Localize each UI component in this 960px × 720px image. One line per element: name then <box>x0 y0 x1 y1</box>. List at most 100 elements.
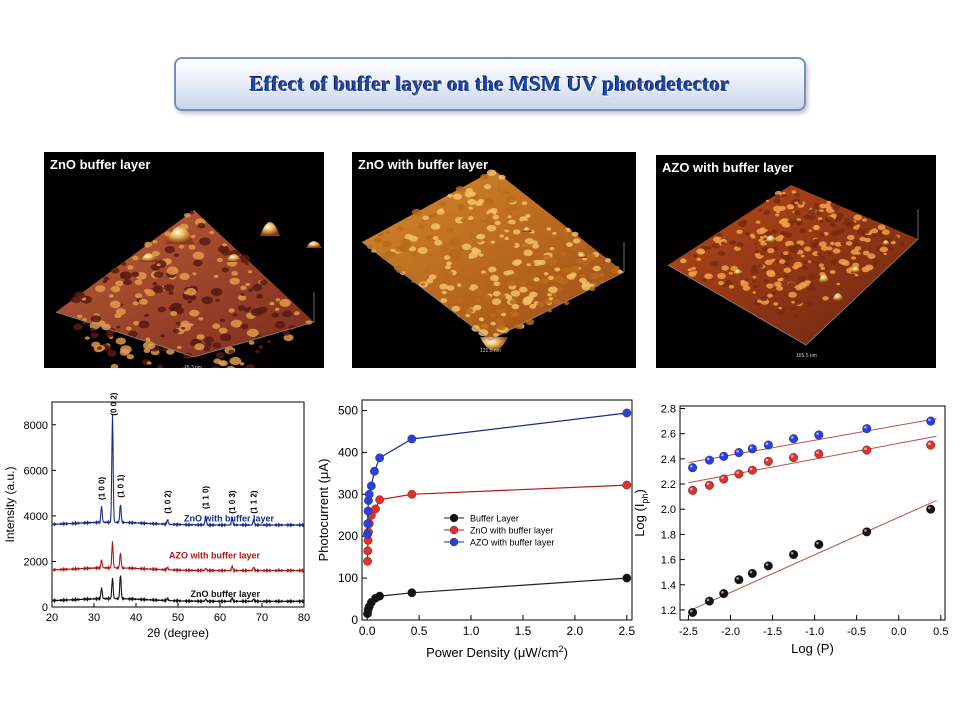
peak-label: (1 1 2) <box>250 490 259 513</box>
afm-peak <box>306 241 322 248</box>
data-point <box>719 474 729 484</box>
data-point <box>364 489 374 499</box>
x-axis-label: Power Density (μW/cm2) <box>426 644 568 660</box>
afm-peak <box>818 274 830 283</box>
x-tick-label: 20 <box>46 612 58 624</box>
data-point <box>704 480 714 490</box>
afm-scale-label: 155.5 nm <box>796 353 817 359</box>
data-point <box>747 465 757 475</box>
data-point <box>363 529 372 539</box>
photocurrent-chart: 0.0 0.5 1.0 1.5 2.0 2.5 0 100 200 300 400 500 Power … <box>316 392 646 672</box>
y-tick-label: 2.6 <box>661 429 676 441</box>
data-point <box>789 550 799 560</box>
data-point <box>622 573 632 583</box>
afm-peak <box>832 293 844 301</box>
afm-surface-plot: 15.3 nm <box>55 210 322 368</box>
x-tick-label: 70 <box>256 612 268 624</box>
y-tick-label: 0 <box>351 613 358 627</box>
y-tick-label: 1.8 <box>661 529 676 541</box>
peak-label: (1 0 0) <box>98 476 107 499</box>
y-tick-label: 1.4 <box>661 580 676 592</box>
data-point-highlight <box>736 577 739 580</box>
y-tick-label: 500 <box>338 403 358 417</box>
data-point <box>719 451 729 461</box>
y-tick-label: 400 <box>338 445 358 459</box>
xrd-chart: 20 30 40 50 60 70 80 0 2000 4000 6000 8000 2θ (degre… <box>0 392 320 642</box>
y-tick-label: 2.4 <box>661 454 676 466</box>
data-point <box>926 440 936 450</box>
data-point <box>363 519 373 529</box>
log-log-chart: -2.5 -2.0 -1.5 -1.0 -0.5 0.0 0.5 1.2 1.4 1.6 1.8 2.… <box>630 392 955 672</box>
data-point-highlight <box>816 432 819 435</box>
afm-peak <box>882 240 890 245</box>
afm-image-zno-with-buffer: 131.5 nm ZnO with buffer layer <box>352 152 636 368</box>
afm-peak <box>522 227 532 232</box>
data-point <box>375 495 385 505</box>
data-point <box>704 455 714 465</box>
data-point <box>862 527 872 537</box>
x-tick-label: 0.5 <box>933 626 948 638</box>
data-point-highlight <box>790 436 794 439</box>
series-line <box>366 577 627 614</box>
data-point-highlight <box>928 506 931 510</box>
data-point-highlight <box>749 446 753 449</box>
y-tick-label: 1.2 <box>661 605 676 617</box>
y-tick-label: 2.8 <box>661 404 676 416</box>
x-tick-label: 0.0 <box>359 624 376 638</box>
afm-peak <box>734 269 742 275</box>
data-point <box>734 575 744 585</box>
afm-peak <box>765 235 777 243</box>
data-point <box>363 506 373 516</box>
data-point <box>719 589 729 599</box>
data-point-highlight <box>706 457 710 461</box>
y-tick-label: 200 <box>338 529 358 543</box>
data-point-highlight <box>706 482 710 486</box>
data-point-highlight <box>749 570 753 574</box>
xrd-chart-svg: 20 30 40 50 60 70 80 0 2000 4000 6000 8000 2θ (degre… <box>3 392 310 640</box>
xrd-series-label: AZO with buffer layer <box>169 550 261 560</box>
data-point <box>763 440 773 450</box>
afm-peak <box>226 254 242 262</box>
afm-image-azo-with-buffer: 155.5 nm AZO with buffer layer <box>656 155 936 368</box>
data-point-highlight <box>721 453 724 457</box>
data-point <box>926 504 936 514</box>
afm-peak <box>260 222 280 236</box>
data-point <box>688 485 698 495</box>
x-tick-label: 2.0 <box>567 624 584 638</box>
afm-peak <box>166 226 194 244</box>
x-tick-label: -2.5 <box>679 626 698 638</box>
xrd-series-label: ZnO buffer layer <box>190 589 260 599</box>
x-axis-label: 2θ (degree) <box>147 626 209 640</box>
peak-label: (1 1 0) <box>202 486 211 509</box>
slide-title-box: Effect of buffer layer on the MSM UV pho… <box>174 57 806 111</box>
afm-surface-plot: 155.5 nm <box>667 185 919 359</box>
plot-frame <box>679 405 946 621</box>
data-point <box>375 453 385 463</box>
data-point <box>747 568 757 578</box>
data-point <box>814 539 824 549</box>
slide-title: Effect of buffer layer on the MSM UV pho… <box>249 71 731 96</box>
afm-peak <box>851 266 861 273</box>
peak-label: (1 0 3) <box>228 490 237 513</box>
y-tick-label: 1.6 <box>661 555 676 567</box>
data-point-highlight <box>864 426 867 429</box>
data-point <box>363 556 372 566</box>
data-point-highlight <box>736 449 739 453</box>
y-axis-label: Log (Iph) <box>632 489 650 537</box>
data-point-highlight <box>706 598 710 602</box>
xrd-series-label: ZnO with buffer layer <box>184 513 275 523</box>
x-tick-label: 80 <box>298 612 310 624</box>
data-point <box>371 504 380 514</box>
data-point-highlight <box>690 609 693 613</box>
plot-frame <box>51 401 305 608</box>
afm-image-zno-buffer: 15.3 nm ZnO buffer layer <box>44 152 324 368</box>
fit-line <box>688 435 937 484</box>
data-point-highlight <box>928 442 931 446</box>
data-point <box>734 448 744 458</box>
x-tick-label: -1.0 <box>805 626 824 638</box>
afm-scale-label: 15.3 nm <box>184 365 202 368</box>
peak-label: (0 0 2) <box>109 392 118 415</box>
x-tick-label: -0.5 <box>847 626 866 638</box>
data-point <box>789 453 799 463</box>
x-tick-label: 60 <box>214 612 226 624</box>
